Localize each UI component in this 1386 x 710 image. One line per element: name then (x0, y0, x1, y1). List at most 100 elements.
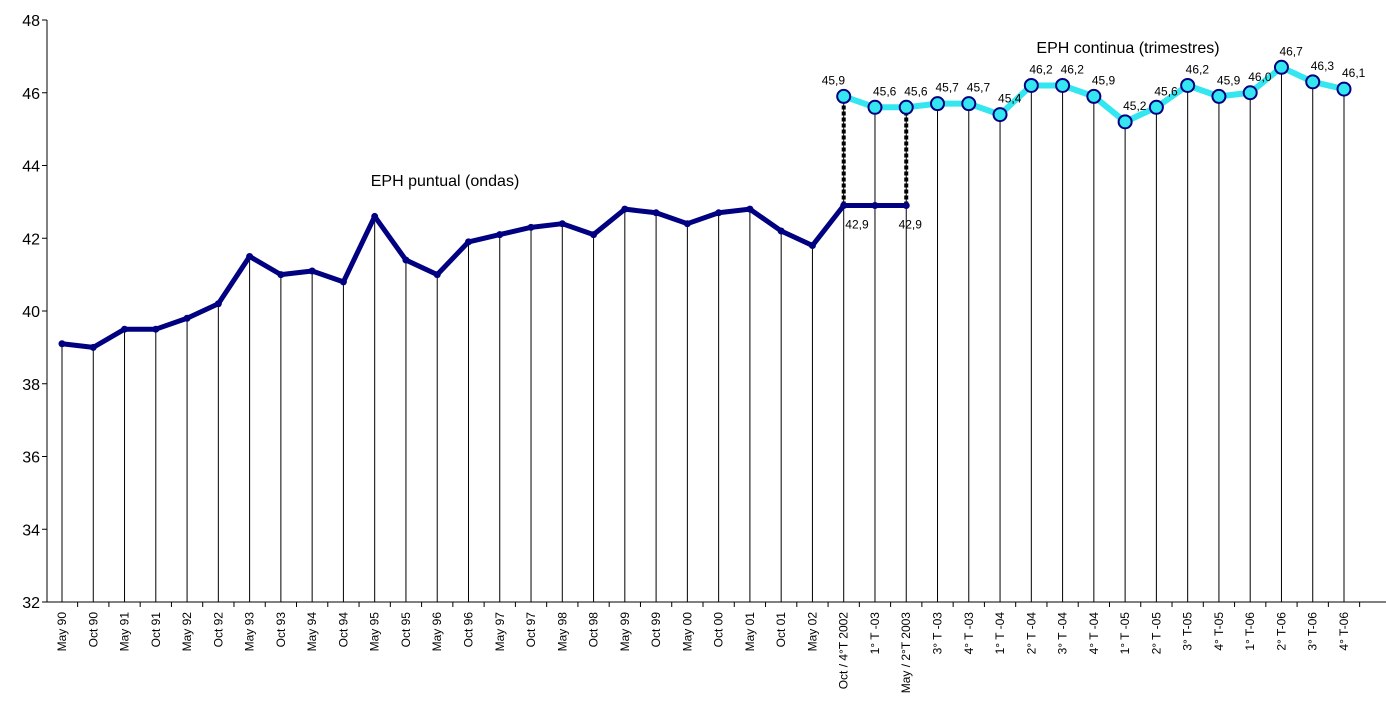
y-tick-label: 32 (22, 595, 40, 612)
point-marker (527, 223, 535, 231)
x-tick-label: May 01 (743, 612, 757, 652)
data-label: 46,1 (1342, 66, 1366, 80)
point-marker (246, 252, 254, 260)
x-tick-label: Oct 99 (649, 612, 663, 648)
point-marker (402, 256, 410, 264)
x-tick-label: Oct / 4°T 2002 (837, 612, 851, 690)
x-tick-label: 3° T-05 (1181, 612, 1195, 651)
data-label: 45,7 (936, 81, 960, 95)
point-marker (308, 267, 316, 275)
x-tick-label: May 95 (368, 612, 382, 652)
y-tick-label: 38 (22, 377, 40, 394)
point-marker (1055, 77, 1071, 93)
point-marker (277, 271, 285, 279)
point-marker (867, 99, 883, 115)
x-tick-label: May 91 (118, 612, 132, 652)
x-tick-label: Oct 91 (149, 612, 163, 648)
point-marker (840, 202, 848, 210)
x-tick-label: 3° T -03 (931, 612, 945, 655)
y-tick-label: 44 (22, 159, 40, 176)
point-marker (1305, 74, 1321, 90)
data-label: 46,2 (1061, 62, 1085, 76)
point-marker (808, 242, 816, 250)
series-annotation: EPH continua (trimestres) (1036, 40, 1219, 57)
data-label: 45,9 (1092, 73, 1116, 87)
point-marker (1023, 77, 1039, 93)
data-label: 45,7 (967, 81, 991, 95)
x-tick-label: 1° T -03 (868, 612, 882, 655)
x-tick-label: 3° T -04 (1056, 612, 1070, 655)
x-tick-label: May 90 (55, 612, 69, 652)
point-marker (902, 202, 910, 210)
point-marker (1117, 114, 1133, 130)
x-tick-label: 2° T -05 (1149, 612, 1163, 655)
point-marker (1273, 59, 1289, 75)
point-marker (746, 205, 754, 213)
x-tick-label: May 94 (305, 612, 319, 652)
data-label: 45,9 (1217, 73, 1241, 87)
x-tick-label: Oct 93 (274, 612, 288, 648)
point-marker (871, 202, 879, 210)
point-marker (121, 325, 129, 333)
x-tick-label: 1° T -04 (993, 612, 1007, 655)
x-tick-label: 1° T-06 (1243, 612, 1257, 651)
x-tick-label: Oct 90 (86, 612, 100, 648)
point-marker (715, 209, 723, 217)
x-tick-label: May 92 (180, 612, 194, 652)
data-label: 46,2 (1186, 62, 1210, 76)
point-marker (992, 107, 1008, 123)
data-label: 46,3 (1311, 59, 1335, 73)
point-marker (339, 278, 347, 286)
data-label: 42,9 (845, 218, 869, 232)
x-tick-label: May 93 (243, 612, 257, 652)
x-tick-label: May 02 (805, 612, 819, 652)
point-marker (183, 314, 191, 322)
x-tick-label: 4° T-06 (1337, 612, 1351, 651)
data-label: 46,2 (1029, 62, 1053, 76)
x-tick-label: May 00 (680, 612, 694, 652)
point-marker (1242, 85, 1258, 101)
x-tick-label: 2° T-06 (1274, 612, 1288, 651)
point-marker (89, 343, 97, 351)
point-marker (464, 238, 472, 246)
x-tick-label: Oct 98 (587, 612, 601, 648)
x-tick-label: Oct 94 (336, 612, 350, 648)
point-marker (930, 96, 946, 112)
data-label: 45,4 (998, 92, 1022, 106)
point-marker (152, 325, 160, 333)
x-tick-label: 4° T -04 (1087, 612, 1101, 655)
x-tick-label: May / 2°T 2003 (899, 612, 913, 694)
data-label: 42,9 (899, 218, 923, 232)
point-marker (558, 220, 566, 228)
point-marker (961, 96, 977, 112)
point-marker (1180, 77, 1196, 93)
point-marker (1211, 88, 1227, 104)
point-marker (433, 271, 441, 279)
series-annotation: EPH puntual (ondas) (371, 173, 520, 190)
point-marker (652, 209, 660, 217)
x-tick-label: May 98 (555, 612, 569, 652)
x-tick-label: 2° T -04 (1024, 612, 1038, 655)
x-tick-label: May 96 (430, 612, 444, 652)
point-marker (898, 99, 914, 115)
point-marker (621, 205, 629, 213)
x-tick-label: 1° T -05 (1118, 612, 1132, 655)
y-tick-label: 40 (22, 304, 40, 321)
y-tick-label: 46 (22, 86, 40, 103)
x-tick-label: 4° T -03 (962, 612, 976, 655)
x-tick-label: Oct 01 (774, 612, 788, 648)
x-tick-label: 4° T-05 (1212, 612, 1226, 651)
point-marker (1148, 99, 1164, 115)
point-marker (496, 231, 504, 239)
x-tick-label: Oct 92 (211, 612, 225, 648)
y-tick-label: 34 (22, 522, 40, 539)
point-marker (214, 300, 222, 308)
data-label: 45,2 (1123, 99, 1147, 113)
x-tick-label: Oct 95 (399, 612, 413, 648)
x-tick-label: May 99 (618, 612, 632, 652)
point-marker (58, 340, 66, 348)
data-label: 45,6 (873, 84, 897, 98)
data-label: 45,6 (904, 84, 928, 98)
point-marker (777, 227, 785, 235)
